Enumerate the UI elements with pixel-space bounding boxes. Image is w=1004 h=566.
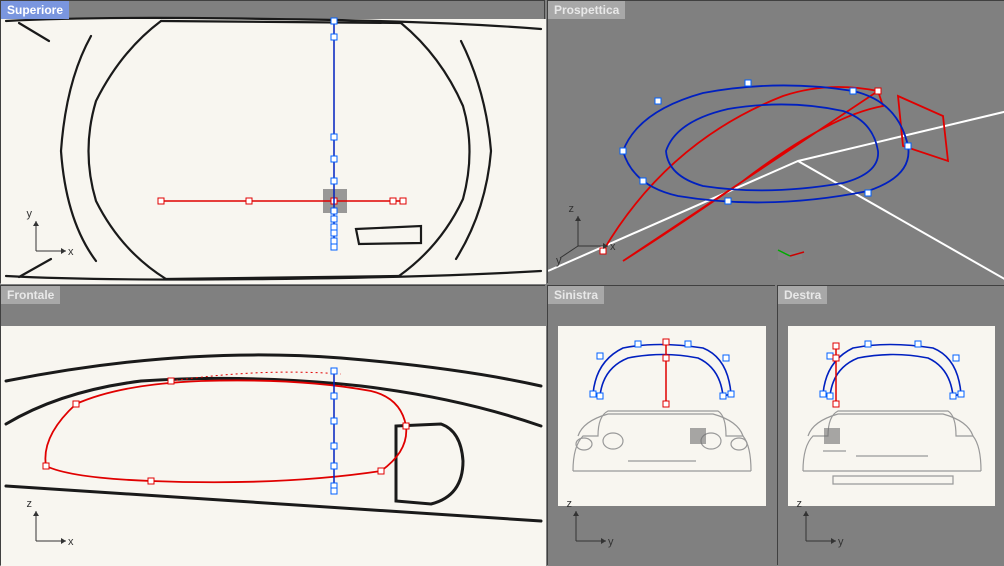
viewport-content-front[interactable]: xz: [1, 286, 544, 564]
svg-text:z: z: [797, 498, 803, 510]
viewport-label-perspective[interactable]: Prospettica: [548, 1, 625, 19]
svg-text:y: y: [608, 536, 614, 548]
viewport-perspective[interactable]: Prospettica x z y: [547, 0, 1004, 283]
viewport-top[interactable]: Superiore xy: [0, 0, 545, 283]
viewport-front[interactable]: Frontale xz: [0, 285, 545, 565]
svg-text:x: x: [610, 241, 616, 253]
svg-text:y: y: [27, 208, 33, 220]
viewport-content-left[interactable]: yz: [548, 286, 774, 564]
svg-text:x: x: [68, 536, 74, 548]
svg-text:z: z: [569, 203, 575, 215]
viewport-content-perspective[interactable]: x z y: [548, 1, 1003, 282]
viewport-right[interactable]: Destra yz: [777, 285, 1004, 565]
viewport-content-right[interactable]: yz: [778, 286, 1003, 564]
viewport-left[interactable]: Sinistra yz: [547, 285, 775, 565]
svg-text:z: z: [567, 498, 573, 510]
svg-text:x: x: [68, 246, 74, 258]
viewport-content-top[interactable]: xy: [1, 1, 544, 282]
svg-text:y: y: [556, 255, 562, 267]
viewport-label-front[interactable]: Frontale: [1, 286, 60, 304]
svg-text:z: z: [27, 498, 33, 510]
svg-text:y: y: [838, 536, 844, 548]
viewport-label-left[interactable]: Sinistra: [548, 286, 604, 304]
viewport-label-top[interactable]: Superiore: [1, 1, 69, 19]
viewport-label-right[interactable]: Destra: [778, 286, 827, 304]
